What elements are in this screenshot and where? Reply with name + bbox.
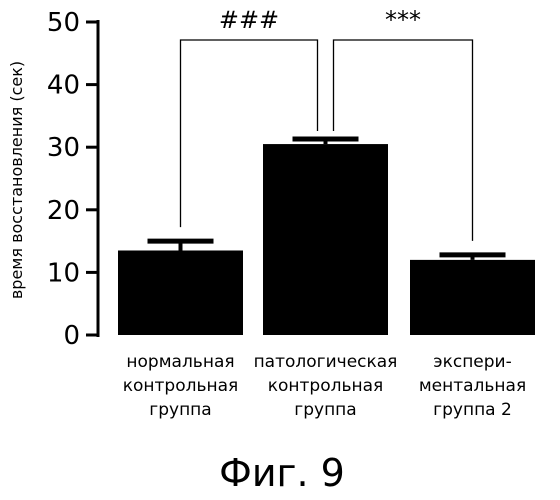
y-tick-label: 40 xyxy=(47,71,80,101)
category-label: контрольная xyxy=(123,376,239,396)
y-tick-label: 10 xyxy=(47,258,80,288)
category-label: патологическая xyxy=(254,352,398,372)
category-label: группа xyxy=(149,400,211,420)
category-labels: нормальная контрольная группа патологическа… xyxy=(123,352,526,420)
category-label: контрольная xyxy=(268,376,384,396)
category-label: экспери- xyxy=(433,352,512,372)
y-axis-label: время восстановления (сек) xyxy=(7,61,26,299)
y-tick-label: 30 xyxy=(47,133,80,163)
bar xyxy=(118,250,243,335)
significance-label: ### xyxy=(219,6,279,34)
y-tick-label: 20 xyxy=(47,196,80,226)
y-tick-label: 50 xyxy=(47,8,80,38)
category-label: группа 2 xyxy=(433,400,512,420)
bar xyxy=(263,144,388,335)
category-label: группа xyxy=(294,400,356,420)
y-axis: 0 10 20 30 40 50 xyxy=(47,8,98,351)
category-label: ментальная xyxy=(419,376,526,396)
y-tick-label: 0 xyxy=(63,321,80,351)
figure-caption: Фиг. 9 xyxy=(219,451,345,495)
significance-label: *** xyxy=(385,6,421,34)
category-label: нормальная xyxy=(126,352,234,372)
bar xyxy=(410,260,535,335)
